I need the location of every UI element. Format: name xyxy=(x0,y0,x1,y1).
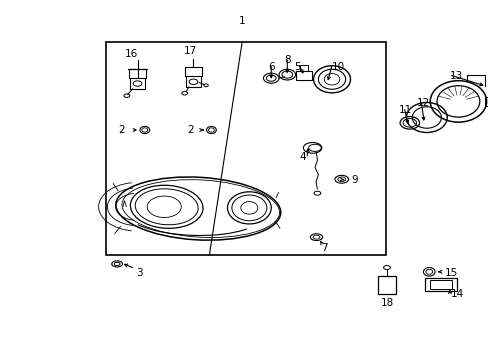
Text: 6: 6 xyxy=(267,62,274,72)
Text: 18: 18 xyxy=(380,298,393,308)
Text: 12: 12 xyxy=(416,98,429,108)
Text: 15: 15 xyxy=(444,268,457,278)
Text: 16: 16 xyxy=(125,49,138,59)
Text: 9: 9 xyxy=(350,175,357,185)
Bar xyxy=(425,278,456,292)
Text: 7: 7 xyxy=(321,243,327,253)
Bar xyxy=(106,42,385,255)
Text: 2: 2 xyxy=(187,125,194,135)
Text: 17: 17 xyxy=(183,46,196,56)
Bar xyxy=(377,276,395,294)
Text: 14: 14 xyxy=(450,289,463,299)
Bar xyxy=(130,78,144,89)
Text: 10: 10 xyxy=(331,62,344,72)
Text: 11: 11 xyxy=(398,105,411,115)
Text: 13: 13 xyxy=(448,71,462,81)
Text: 3: 3 xyxy=(136,268,143,278)
Bar xyxy=(295,71,311,80)
Text: 2: 2 xyxy=(119,125,125,135)
Text: 8: 8 xyxy=(284,55,290,65)
Text: 4: 4 xyxy=(299,152,305,162)
Bar xyxy=(484,97,488,106)
Bar xyxy=(299,64,307,71)
Bar xyxy=(186,76,201,87)
Text: 5: 5 xyxy=(294,62,301,72)
Bar xyxy=(429,280,451,289)
Text: 1: 1 xyxy=(238,16,245,26)
